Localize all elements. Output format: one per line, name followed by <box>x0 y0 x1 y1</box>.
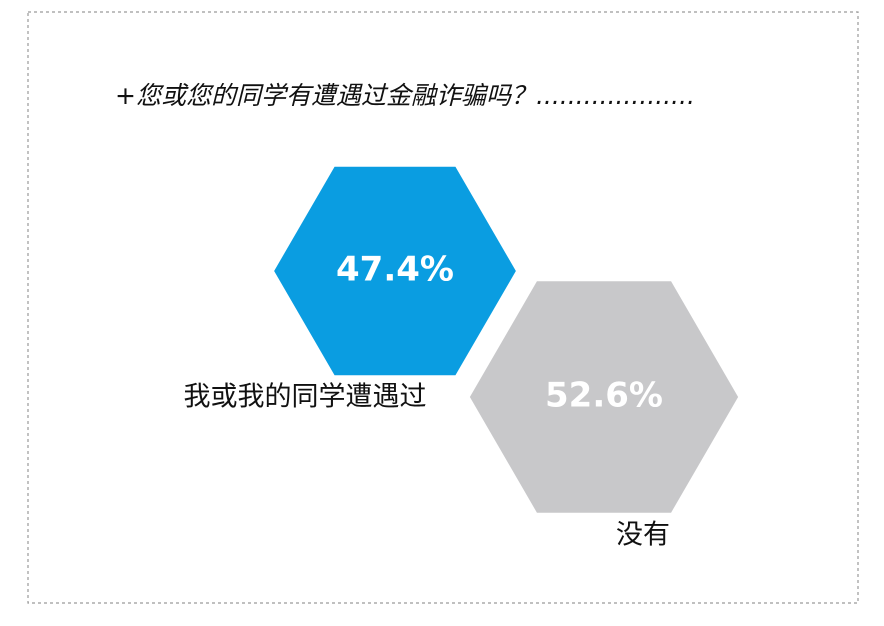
frame <box>27 11 859 604</box>
value-label: 52.6% <box>545 376 663 416</box>
category-label: 我或我的同学遭遇过 <box>184 382 427 413</box>
value-label: 47.4% <box>336 250 454 290</box>
category-label: 没有 <box>616 520 670 551</box>
hexagon <box>469 281 739 513</box>
hexagon <box>274 166 516 376</box>
chart-title: +您或您的同学有遭遇过金融诈骗吗？.................... <box>115 81 695 110</box>
